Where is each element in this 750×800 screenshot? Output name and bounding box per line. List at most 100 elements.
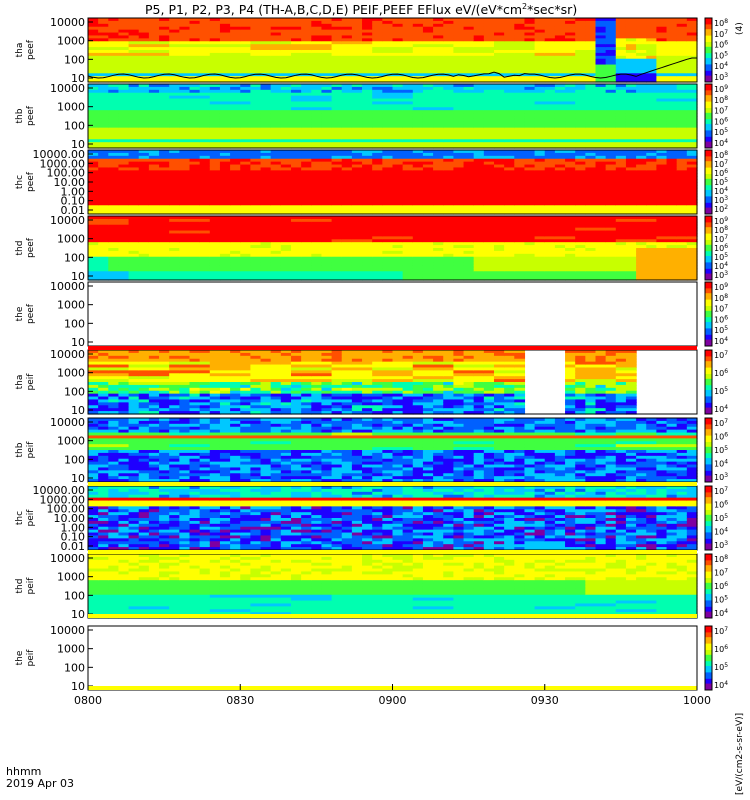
heatmap-cell — [494, 55, 505, 60]
heatmap-cell — [483, 259, 495, 264]
heatmap-cell — [494, 208, 505, 212]
heatmap-cell — [301, 196, 312, 201]
heatmap-cell — [625, 150, 637, 154]
heatmap-cell — [666, 176, 678, 180]
heatmap-cell — [372, 26, 383, 31]
heatmap-cell — [159, 18, 170, 22]
heatmap-cell — [433, 70, 444, 74]
heatmap-cell — [280, 50, 292, 54]
heatmap-cell — [189, 107, 201, 111]
heatmap-cell — [341, 124, 353, 129]
heatmap-cell — [98, 245, 109, 249]
heatmap-cell — [615, 61, 627, 66]
heatmap-cell — [291, 250, 302, 255]
heatmap-cell — [676, 179, 688, 183]
heatmap-cell — [270, 18, 282, 22]
colorbar-tick-label: 109 — [714, 84, 728, 94]
heatmap-cell — [301, 113, 312, 117]
heatmap-cell — [138, 116, 150, 120]
heatmap-cell — [159, 196, 170, 201]
heatmap-cell — [219, 202, 231, 206]
heatmap-cell — [250, 23, 262, 28]
heatmap-cell — [595, 38, 607, 42]
heatmap-cell — [88, 211, 99, 215]
heatmap-cell — [98, 121, 109, 126]
heatmap-cell — [351, 55, 363, 60]
heatmap-cell — [280, 155, 292, 160]
heatmap-cell — [219, 199, 231, 203]
heatmap-cell — [301, 155, 312, 160]
heatmap-cell — [351, 236, 363, 240]
heatmap-cell — [372, 202, 383, 206]
heatmap-cell — [118, 133, 130, 137]
heatmap-cell — [524, 152, 536, 157]
heatmap-cell — [118, 271, 130, 275]
heatmap-cell — [331, 64, 343, 69]
heatmap-cell — [301, 35, 312, 39]
heatmap-cell — [148, 179, 160, 183]
heatmap-cell — [433, 202, 444, 206]
heatmap-cell — [118, 155, 130, 160]
heatmap-cell — [433, 250, 444, 255]
heatmap-cell — [595, 61, 607, 66]
heatmap-cell — [128, 47, 140, 51]
heatmap-cell — [341, 61, 353, 66]
heatmap-cell — [351, 271, 363, 275]
heatmap-cell — [230, 164, 241, 169]
heatmap-cell — [656, 18, 668, 22]
heatmap-cell — [321, 253, 333, 258]
heatmap-cell — [504, 124, 515, 129]
heatmap-cell — [504, 145, 515, 149]
heatmap-cell — [422, 86, 434, 91]
heatmap-cell — [270, 127, 282, 132]
heatmap-cell — [311, 32, 323, 37]
heatmap-cell — [189, 173, 201, 177]
heatmap-cell — [473, 136, 485, 140]
heatmap-cell — [98, 253, 109, 258]
heatmap-cell — [250, 218, 262, 223]
heatmap-cell — [422, 271, 434, 275]
heatmap-cell — [565, 44, 576, 48]
heatmap-cell — [544, 29, 556, 34]
heatmap-cell — [494, 265, 505, 269]
heatmap-cell — [534, 38, 546, 42]
heatmap-cell — [341, 221, 353, 226]
heatmap-cell — [331, 32, 343, 37]
heatmap-cell — [666, 110, 678, 114]
heatmap-cell — [605, 193, 617, 198]
heatmap-cell — [463, 86, 475, 91]
heatmap-cell — [585, 187, 597, 192]
heatmap-cell — [615, 176, 627, 180]
heatmap-cell — [311, 104, 323, 108]
heatmap-cell — [372, 41, 383, 45]
heatmap-cell — [291, 92, 302, 97]
heatmap-cell — [534, 173, 546, 177]
heatmap-cell — [362, 233, 373, 237]
heatmap-cell — [605, 50, 617, 54]
heatmap-cell — [240, 182, 251, 186]
heatmap-cell — [676, 202, 688, 206]
heatmap-cell — [372, 133, 383, 137]
heatmap-cell — [504, 73, 515, 77]
heatmap-cell — [230, 221, 241, 226]
heatmap-cell — [686, 67, 698, 71]
heatmap-cell — [656, 202, 668, 206]
heatmap-cell — [615, 20, 627, 25]
heatmap-cell — [463, 73, 475, 77]
heatmap-cell — [128, 58, 140, 63]
heatmap-cell — [483, 89, 495, 94]
heatmap-cell — [291, 124, 302, 129]
heatmap-cell — [351, 211, 363, 215]
heatmap-cell — [189, 26, 201, 31]
heatmap-cell — [483, 79, 495, 83]
heatmap-cell — [209, 193, 221, 198]
heatmap-cell — [625, 211, 637, 215]
heatmap-cell — [565, 187, 576, 192]
heatmap-cell — [138, 158, 150, 163]
heatmap-cell — [311, 61, 323, 66]
heatmap-cell — [138, 239, 150, 243]
heatmap-cell — [88, 107, 99, 111]
heatmap-cell — [392, 211, 404, 215]
heatmap-cell — [646, 158, 657, 163]
heatmap-cell — [148, 58, 160, 63]
